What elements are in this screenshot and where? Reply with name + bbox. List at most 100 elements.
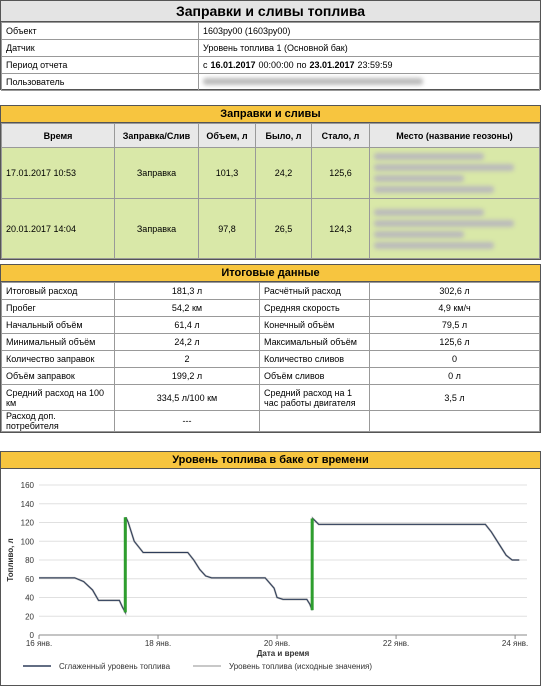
y-tick-label: 40: [25, 594, 34, 603]
summary-row: Минимальный объём 24,2 л Максимальный объё…: [1, 333, 540, 351]
chart-title: Уровень топлива в баке от времени: [1, 452, 540, 469]
blurred-place: [374, 164, 514, 171]
summary-row: Расход доп. потребителя ---: [1, 410, 540, 432]
info-value: [198, 73, 540, 91]
summary-label: [259, 410, 370, 432]
summary-row: Начальный объём 61,4 л Конечный объём 79,5 …: [1, 316, 540, 334]
fuel-line: [39, 517, 520, 615]
summary-value: [369, 410, 540, 432]
header-block: Заправки и сливы топлива Объект 1603ру00 …: [0, 0, 541, 91]
refuel-cell: 24,2: [255, 147, 312, 199]
summary-value: 54,2 км: [114, 299, 260, 317]
summary-label: Итоговый расход: [1, 282, 115, 300]
info-label: Объект: [1, 22, 199, 40]
period-part: 00:00:00: [258, 60, 294, 70]
summary-value: 199,2 л: [114, 367, 260, 385]
legend-label: Сглаженный уровень топлива: [59, 662, 171, 671]
summary-value: 181,3 л: [114, 282, 260, 300]
info-row: Пользователь: [1, 73, 540, 91]
period-part: 23.01.2017: [309, 60, 355, 70]
x-tick-label: 20 янв.: [264, 639, 290, 648]
refuels-block: Заправки и сливы Время Заправка/Слив Объем…: [0, 105, 541, 260]
refuel-cell: 97,8: [198, 198, 256, 259]
period-part: 16.01.2017: [210, 60, 256, 70]
section-title: Заправки и сливы: [1, 106, 540, 123]
summary-label: Количество сливов: [259, 350, 370, 368]
y-tick-label: 60: [25, 575, 34, 584]
summary-label: Средняя скорость: [259, 299, 370, 317]
summary-label: Максимальный объём: [259, 333, 370, 351]
period-part: 23:59:59: [357, 60, 393, 70]
y-tick-label: 20: [25, 612, 34, 621]
y-axis-label: Топливо, л: [6, 538, 15, 581]
summary-label: Количество заправок: [1, 350, 115, 368]
column-header: Время: [1, 123, 115, 148]
column-header: Было, л: [255, 123, 312, 148]
summary-label: Пробег: [1, 299, 115, 317]
report-title: Заправки и сливы топлива: [1, 1, 540, 22]
info-value: 1603ру00 (1603ру00): [198, 22, 540, 40]
summary-label: Расход доп. потребителя: [1, 410, 115, 432]
refuel-cell: 26,5: [255, 198, 312, 259]
header-row: Время Заправка/Слив Объем, л Было, л Стало, …: [1, 123, 540, 148]
column-header: Место (название геозоны): [369, 123, 540, 148]
chart: 0 20 40 60 80 100 120 140 160 16 янв. 18 янв. 20 ян…: [6, 481, 528, 671]
column-header: Объем, л: [198, 123, 256, 148]
summary-label: Объём заправок: [1, 367, 115, 385]
summary-label: Объём сливов: [259, 367, 370, 385]
y-tick-label: 100: [21, 537, 35, 546]
info-table: Объект 1603ру00 (1603ру00) Датчик Уровень т…: [1, 22, 540, 91]
summary-row: Средний расход на 100 км 334,5 л/100 км Ср…: [1, 384, 540, 411]
info-value: Уровень топлива 1 (Основной бак): [198, 39, 540, 57]
refuel-cell: 125,6: [311, 147, 370, 199]
summary-value: 4,9 км/ч: [369, 299, 540, 317]
info-label: Датчик: [1, 39, 199, 57]
summary-value: 2: [114, 350, 260, 368]
place-cell: [369, 198, 540, 259]
summary-table: Итоговый расход 181,3 л Расчётный расход 30…: [1, 282, 540, 432]
summary-row: Пробег 54,2 км Средняя скорость 4,9 км/ч: [1, 299, 540, 317]
blurred-place: [374, 186, 494, 193]
x-tick-label: 24 янв.: [502, 639, 528, 648]
info-value: с 16.01.2017 00:00:00 по 23.01.2017 23:59:59: [198, 56, 540, 74]
summary-row: Объём заправок 199,2 л Объём сливов 0 л: [1, 367, 540, 385]
refuel-cell: Заправка: [114, 147, 199, 199]
summary-label: Расчётный расход: [259, 282, 370, 300]
column-header: Стало, л: [311, 123, 370, 148]
blurred-place: [374, 153, 484, 160]
refuel-cell: 20.01.2017 14:04: [1, 198, 115, 259]
info-label: Пользователь: [1, 73, 199, 91]
summary-value: 125,6 л: [369, 333, 540, 351]
summary-value: 3,5 л: [369, 384, 540, 411]
y-tick-label: 0: [30, 631, 35, 640]
x-axis-label: Дата и время: [257, 649, 310, 658]
refuels-table: Время Заправка/Слив Объем, л Было, л Стало, …: [1, 123, 540, 259]
refuel-cell: 101,3: [198, 147, 256, 199]
summary-value: 24,2 л: [114, 333, 260, 351]
y-tick-label: 80: [25, 556, 34, 565]
refuel-row: 20.01.2017 14:04 Заправка 97,8 26,5 124,3: [1, 198, 540, 259]
summary-value: ---: [114, 410, 260, 432]
summary-value: 61,4 л: [114, 316, 260, 334]
info-row: Период отчета с 16.01.2017 00:00:00 по 23.01.…: [1, 56, 540, 74]
x-tick-label: 16 янв.: [26, 639, 52, 648]
legend-label: Уровень топлива (исходные значения): [229, 662, 372, 671]
section-title: Итоговые данные: [1, 265, 540, 282]
chart-block: Уровень топлива в баке от времени 0 20 40 6…: [0, 451, 541, 686]
info-row: Объект 1603ру00 (1603ру00): [1, 22, 540, 40]
summary-label: Минимальный объём: [1, 333, 115, 351]
summary-block: Итоговые данные Итоговый расход 181,3 л Ра…: [0, 264, 541, 433]
summary-row: Итоговый расход 181,3 л Расчётный расход 30…: [1, 282, 540, 300]
blurred-place: [374, 175, 464, 182]
refuel-cell: Заправка: [114, 198, 199, 259]
summary-value: 0: [369, 350, 540, 368]
y-tick-label: 120: [21, 519, 35, 528]
period-part: по: [296, 60, 307, 70]
summary-label: Конечный объём: [259, 316, 370, 334]
x-tick-label: 22 янв.: [383, 639, 409, 648]
blurred-place: [374, 208, 484, 216]
summary-label: Начальный объём: [1, 316, 115, 334]
blurred-place: [374, 241, 494, 249]
y-tick-label: 140: [21, 500, 35, 509]
